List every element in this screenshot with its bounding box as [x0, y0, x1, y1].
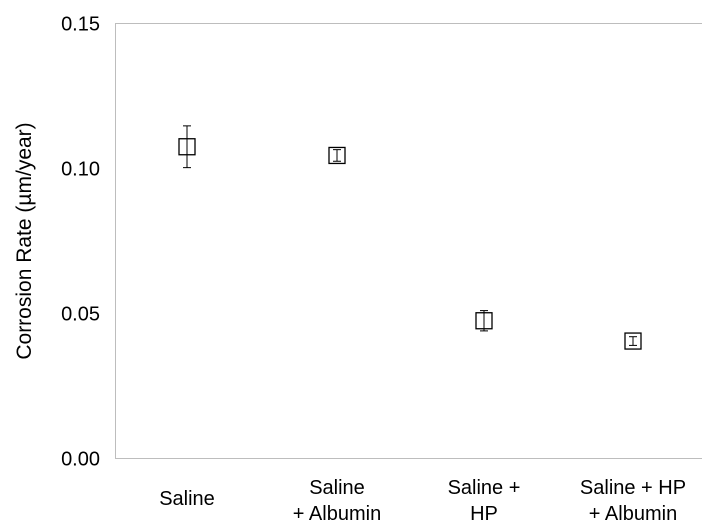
- x-category-label: Saline: [309, 477, 365, 499]
- data-point: [178, 125, 196, 169]
- y-axis-title: Corrosion Rate (µm/year): [13, 122, 36, 359]
- x-category-labels: Saline Saline + Albumin Saline + HP Saline + …: [159, 477, 686, 525]
- x-category-label: Saline: [159, 488, 215, 510]
- square-marker: [624, 332, 642, 350]
- square-marker: [178, 138, 196, 156]
- x-category-label: Saline + HP: [580, 477, 686, 499]
- plot-frame: [115, 23, 702, 459]
- data-points: [178, 125, 642, 350]
- square-marker: [328, 146, 346, 165]
- x-category-label: HP: [470, 503, 498, 525]
- x-category-label: Saline +: [448, 477, 521, 499]
- data-point: [624, 332, 642, 350]
- data-point: [475, 310, 493, 332]
- data-point: [328, 146, 346, 165]
- y-tick-label: 0.00: [61, 449, 100, 471]
- y-tick-label: 0.05: [61, 304, 100, 326]
- x-category-label: + Albumin: [293, 503, 381, 525]
- y-tick-labels: 0.00 0.05 0.10 0.15: [61, 14, 100, 471]
- x-category-label: + Albumin: [589, 503, 677, 525]
- y-tick-label: 0.15: [61, 14, 100, 36]
- y-tick-label: 0.10: [61, 159, 100, 181]
- square-marker: [475, 312, 493, 330]
